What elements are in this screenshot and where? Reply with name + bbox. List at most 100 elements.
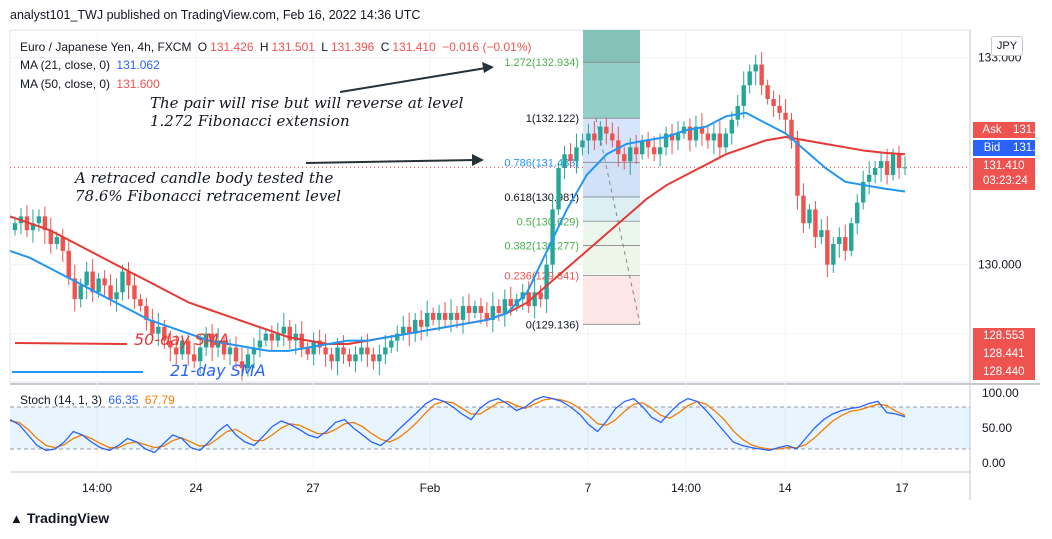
candle-body [180, 340, 185, 355]
candle-body [574, 147, 579, 162]
arrow-line [339, 67, 487, 93]
candle-body [12, 223, 18, 231]
time-tick-label: Feb [420, 481, 441, 495]
time-tick-label: 24 [189, 481, 203, 495]
candle-body [401, 326, 406, 334]
candle-body [741, 85, 746, 106]
candle-body [675, 133, 681, 141]
candle-body [890, 154, 896, 175]
ask-tag: Ask 131.412 [973, 122, 1052, 138]
candle-body [622, 154, 627, 162]
candle-body [759, 64, 764, 86]
candle-body [711, 133, 717, 141]
candle-body [884, 161, 890, 175]
candle-body [645, 140, 651, 148]
candle-body [323, 347, 328, 355]
low-value: 131.396 [330, 40, 375, 54]
arrow-line [305, 159, 476, 164]
stoch-k-line [9, 395, 906, 454]
sma50-key-line [14, 342, 128, 345]
candle-body [442, 312, 448, 320]
candle-body [424, 312, 430, 327]
fib-level-label: 0.618(130.981) [504, 192, 579, 204]
currency-button[interactable]: JPY [991, 36, 1023, 56]
candle-body [138, 299, 143, 307]
candle-body [735, 105, 740, 120]
candle-body [866, 174, 872, 182]
candle-body [860, 181, 866, 203]
red-price-tags: 128.553 128.441 128.440 [973, 328, 1035, 380]
candle-body [902, 167, 908, 169]
candle-body [90, 271, 95, 293]
candle-body [144, 306, 149, 320]
candle-body [789, 119, 794, 141]
candle-body [896, 154, 902, 169]
last-price-tag: 131.410 03:23:24 [973, 158, 1035, 190]
tradingview-logo: ▲ TradingView [10, 510, 110, 526]
candle-body [855, 202, 860, 224]
stochastic-panel [9, 395, 970, 454]
candle-body [299, 333, 304, 348]
candle-body [269, 333, 275, 341]
time-tick-label: 7 [585, 481, 592, 495]
candle-body [305, 347, 310, 355]
stoch-tick-label: 100.00 [982, 386, 1019, 400]
axes: 133.000130.000129.00014:002427Feb714:001… [82, 51, 1022, 495]
candle-body [765, 85, 770, 100]
candle-body [233, 347, 239, 362]
candle-body [162, 326, 167, 341]
candle-body [460, 306, 466, 320]
candle-body [831, 243, 836, 265]
candle-body [191, 354, 197, 362]
annotation-arrows [12, 62, 494, 373]
candle-body [478, 306, 484, 313]
candle-body [490, 306, 496, 320]
candle-body [687, 126, 693, 141]
candle-body [878, 161, 884, 169]
candle-body [430, 312, 436, 320]
arrow-head [472, 154, 484, 166]
rise-annotation: The pair will rise but will reverse at l… [150, 94, 464, 130]
candle-body [825, 230, 830, 265]
candle-body [353, 354, 358, 362]
candle-body [783, 112, 788, 120]
candle-body [293, 333, 298, 341]
stoch-legend: Stoch (14, 1, 3) 66.35 67.79 [20, 393, 175, 407]
candle-body [849, 223, 854, 251]
candle-body [663, 133, 669, 148]
candle-body [837, 237, 842, 244]
candle-body [36, 216, 42, 224]
open-value: 131.426 [210, 40, 254, 54]
time-tick-label: 14 [778, 481, 792, 495]
candle-body [556, 168, 561, 210]
candle-body [371, 354, 376, 362]
candle-body [275, 333, 281, 341]
candle-body [377, 354, 382, 362]
candle-body [245, 354, 251, 369]
candle-body [693, 126, 699, 141]
candle-body [126, 271, 131, 286]
candle-body [78, 285, 83, 300]
candle-body [389, 340, 394, 348]
candle-body [843, 237, 848, 251]
symbol-title: Euro / Japanese Yen, 4h, FXCM [20, 40, 192, 54]
bid-tag: Bid 131.410 [973, 140, 1052, 156]
fib-band [583, 196, 640, 222]
candle-body [281, 326, 286, 334]
candle-body [72, 278, 77, 300]
fib-level-label: 0(129.136) [526, 319, 579, 331]
candle-body [717, 133, 723, 148]
candle-body [872, 168, 878, 175]
candle-body [329, 354, 334, 362]
time-tick-label: 14:00 [671, 481, 701, 495]
candle-body [335, 347, 340, 362]
candle-body [562, 154, 567, 169]
candle-body [114, 292, 119, 300]
candle-body [454, 312, 460, 320]
candle-body [598, 126, 603, 141]
candle-body [634, 147, 639, 155]
candle-body [186, 340, 191, 355]
candle-body [227, 347, 233, 355]
high-value: 131.501 [271, 40, 315, 54]
